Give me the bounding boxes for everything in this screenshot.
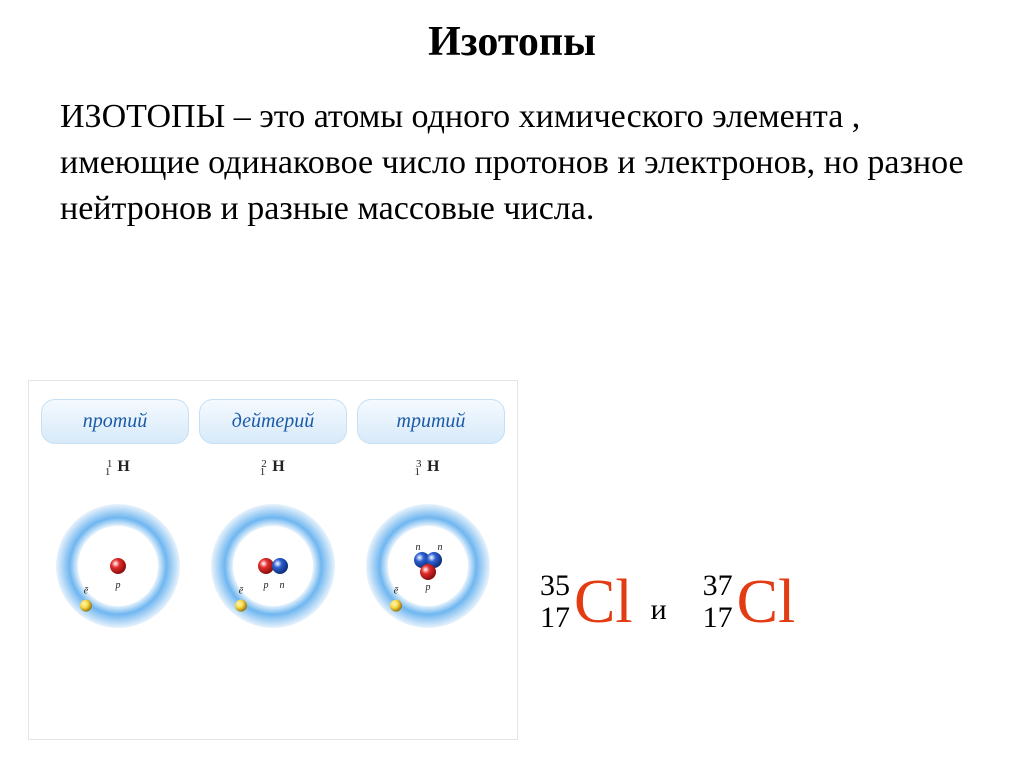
atom-models-row: pē pnē [29,476,517,656]
svg-text:p: p [424,582,430,593]
chlorine-isotope-pair: 35 17 Cl и 37 17 Cl [540,570,795,633]
svg-text:n: n [437,542,442,553]
atom-tritium: n n p ē [350,486,505,656]
atom-protium: pē [41,486,196,656]
chlorine-35: 35 17 Cl [540,570,633,633]
isotope-symbol-row: 11H 21H 31H [29,444,517,476]
svg-text:ē: ē [393,586,398,597]
svg-text:ē: ē [239,586,244,597]
isotope-label-row: протий дейтерий тритий [29,381,517,444]
isotope-symbol-h2: 21H [196,458,351,476]
isotope-diagram: протий дейтерий тритий 11H 21H 31H [28,380,518,740]
cl35-z: 17 [540,602,570,634]
svg-text:n: n [280,580,285,591]
definition-text: ИЗОТОПЫ – это атомы одного химического э… [0,66,1024,232]
cl35-symbol: Cl [574,571,633,633]
atom-svg: pē [43,486,193,656]
svg-text:n: n [415,542,420,553]
cl35-mass: 35 [540,570,570,602]
isotope-label-tritium: тритий [357,399,505,444]
atom-svg: n n p ē [353,486,503,656]
cl37-mass: 37 [703,570,733,602]
svg-text:ē: ē [84,586,89,597]
isotope-symbol-h3: 31H [350,458,505,476]
svg-text:p: p [115,580,121,591]
atom-deuterium: pn ē [196,486,351,656]
atom-svg: pn ē [198,486,348,656]
isotope-label-deuterium: дейтерий [199,399,347,444]
isotope-symbol-h1: 11H [41,458,196,476]
page-title: Изотопы [0,0,1024,66]
conjunction-and: и [651,593,667,633]
cl37-symbol: Cl [737,571,796,633]
cl37-z: 17 [703,602,733,634]
svg-text:p: p [263,580,269,591]
isotope-label-protium: протий [41,399,189,444]
chlorine-37: 37 17 Cl [703,570,796,633]
